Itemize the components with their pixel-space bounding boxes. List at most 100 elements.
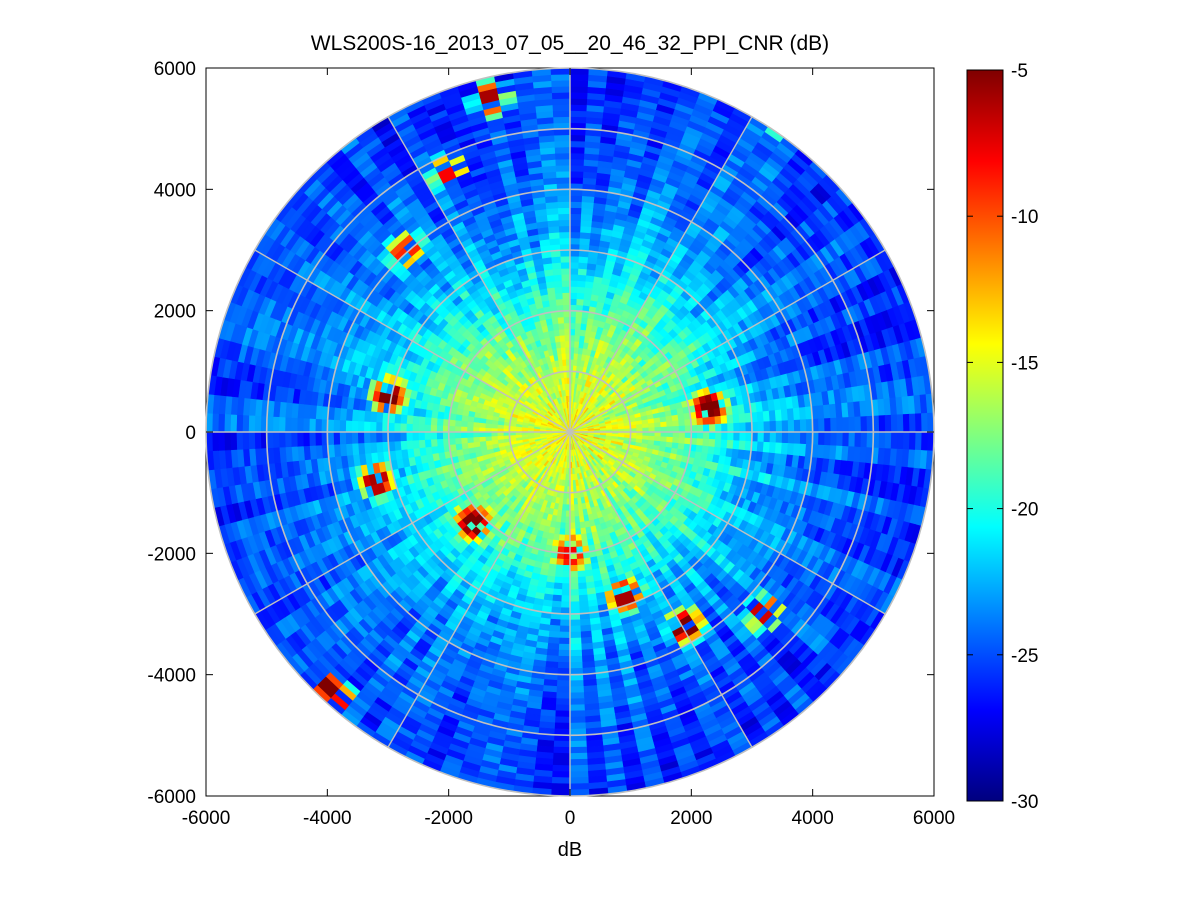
heatmap-cell [666, 426, 674, 433]
heatmap-cell [678, 425, 686, 433]
heatmap-cell [579, 527, 587, 535]
heatmap-cell [569, 637, 582, 645]
heatmap-cell [564, 516, 571, 524]
heatmap-cell [569, 231, 581, 239]
heatmap-cell [715, 431, 722, 441]
heatmap-cell [672, 420, 680, 427]
heatmap-cell [564, 522, 571, 530]
heatmap-cell [715, 423, 722, 433]
heatmap-cell [854, 416, 862, 433]
heatmap-cell [580, 630, 592, 639]
heatmap-cell [768, 442, 777, 454]
heatmap-cell [578, 594, 589, 602]
heatmap-cell [548, 630, 560, 639]
heatmap-cell [569, 79, 589, 87]
heatmap-cell [554, 710, 571, 718]
heatmap-cell [569, 255, 580, 263]
heatmap-cell [726, 439, 734, 450]
heatmap-cell [848, 431, 856, 448]
heatmap-cell [576, 298, 585, 306]
heatmap-cell [569, 601, 580, 609]
heatmap-cell [684, 425, 692, 433]
heatmap-cell [576, 292, 585, 300]
heatmap-cell [558, 637, 571, 645]
heatmap-cell [569, 710, 586, 718]
heatmap-cell [672, 431, 680, 439]
heatmap-cell [569, 534, 577, 542]
heatmap-cell [569, 225, 582, 233]
heatmap-cell [569, 140, 586, 148]
heatmap-cell [666, 436, 674, 444]
heatmap-cell [579, 624, 592, 633]
heatmap-cell [569, 777, 589, 785]
heatmap-cell [569, 661, 583, 669]
heatmap-cell [781, 431, 789, 444]
heatmap-cell [575, 316, 583, 324]
heatmap-cell [654, 431, 662, 438]
heatmap-cell [768, 410, 777, 422]
heatmap-cell [836, 417, 844, 433]
heatmap-cell [551, 594, 562, 602]
heatmap-cell [569, 237, 581, 245]
heatmap-cell [696, 431, 704, 440]
heatmap-cell [569, 770, 589, 779]
heatmap-cell [569, 649, 583, 657]
heatmap-cell [569, 213, 582, 221]
heatmap-cell [824, 418, 832, 433]
heatmap-cell [733, 422, 741, 433]
heatmap-cell [702, 431, 710, 440]
heatmap-cell [569, 655, 583, 663]
heatmap-cell [666, 431, 674, 438]
heatmap-cell [577, 582, 587, 590]
heatmap-cell [569, 764, 589, 773]
heatmap-cell [569, 207, 583, 215]
heatmap-cell [569, 746, 588, 754]
heatmap-cell [769, 420, 777, 433]
heatmap-cell [878, 431, 886, 449]
heatmap-cell [702, 417, 710, 426]
heatmap-cell [678, 419, 686, 427]
heatmap-cell [727, 431, 735, 441]
heatmap-cell [896, 431, 904, 450]
heatmap-cell [702, 424, 710, 433]
heatmap-cell [569, 146, 586, 154]
heatmap-cell [884, 431, 892, 450]
heatmap-cell [569, 273, 579, 281]
heatmap-cell [714, 439, 722, 449]
heatmap-cell [884, 414, 892, 433]
heatmap-cell [551, 764, 571, 773]
heatmap-cell [563, 540, 571, 548]
heatmap-cell [554, 722, 571, 730]
heatmap-cell [569, 752, 588, 760]
heatmap-cell [569, 310, 577, 318]
heatmap-cell [762, 441, 771, 454]
heatmap-cell [775, 420, 783, 433]
heatmap-cell [575, 540, 583, 548]
heatmap-cell [569, 98, 588, 106]
heatmap-cell [708, 416, 716, 426]
heatmap-cell [569, 328, 576, 336]
heatmap-cell [569, 625, 581, 633]
heatmap-cell [702, 438, 710, 447]
heatmap-cell [574, 522, 581, 530]
heatmap-cell [569, 280, 579, 287]
heatmap-cell [836, 431, 844, 447]
heatmap-cell [579, 521, 586, 529]
heatmap-cell [569, 522, 576, 530]
heatmap-cell [578, 255, 589, 264]
heatmap-cell [577, 588, 588, 596]
heatmap-cell [559, 619, 571, 627]
heatmap-cell [739, 431, 747, 442]
heatmap-cell [569, 158, 585, 166]
heatmap-cell [756, 441, 765, 453]
heatmap-cell [799, 431, 807, 445]
heatmap-cell [569, 261, 580, 269]
heatmap-cell [569, 201, 583, 209]
heatmap-cell [552, 746, 571, 754]
heatmap-cell [574, 328, 582, 336]
heatmap-cell [558, 643, 571, 651]
heatmap-cell [921, 431, 929, 452]
heatmap-cell [569, 116, 587, 124]
heatmap-cell [555, 564, 564, 572]
heatmap-cell [787, 419, 795, 433]
